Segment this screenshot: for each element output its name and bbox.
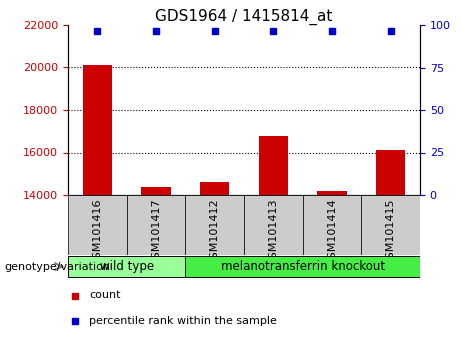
Bar: [317, 191, 347, 195]
Text: GSM101417: GSM101417: [151, 198, 161, 266]
Bar: [185, 256, 420, 277]
Bar: [142, 187, 171, 195]
Text: percentile rank within the sample: percentile rank within the sample: [89, 315, 277, 325]
Text: GSM101414: GSM101414: [327, 198, 337, 266]
Text: count: count: [89, 291, 121, 301]
Text: GSM101413: GSM101413: [268, 198, 278, 266]
Text: GSM101416: GSM101416: [92, 198, 102, 266]
Text: melanotransferrin knockout: melanotransferrin knockout: [221, 259, 385, 273]
Bar: [68, 195, 127, 255]
Bar: [361, 195, 420, 255]
Bar: [200, 182, 229, 195]
Title: GDS1964 / 1415814_at: GDS1964 / 1415814_at: [155, 9, 333, 25]
Bar: [127, 195, 185, 255]
Bar: [185, 195, 244, 255]
Text: wild type: wild type: [100, 259, 154, 273]
Text: GSM101412: GSM101412: [210, 198, 220, 266]
Bar: [303, 195, 361, 255]
Bar: [83, 65, 112, 195]
Bar: [244, 195, 303, 255]
Text: GSM101415: GSM101415: [386, 198, 396, 266]
Text: genotype/variation: genotype/variation: [5, 262, 111, 272]
Bar: [259, 136, 288, 195]
Bar: [376, 150, 405, 195]
Bar: [68, 256, 185, 277]
